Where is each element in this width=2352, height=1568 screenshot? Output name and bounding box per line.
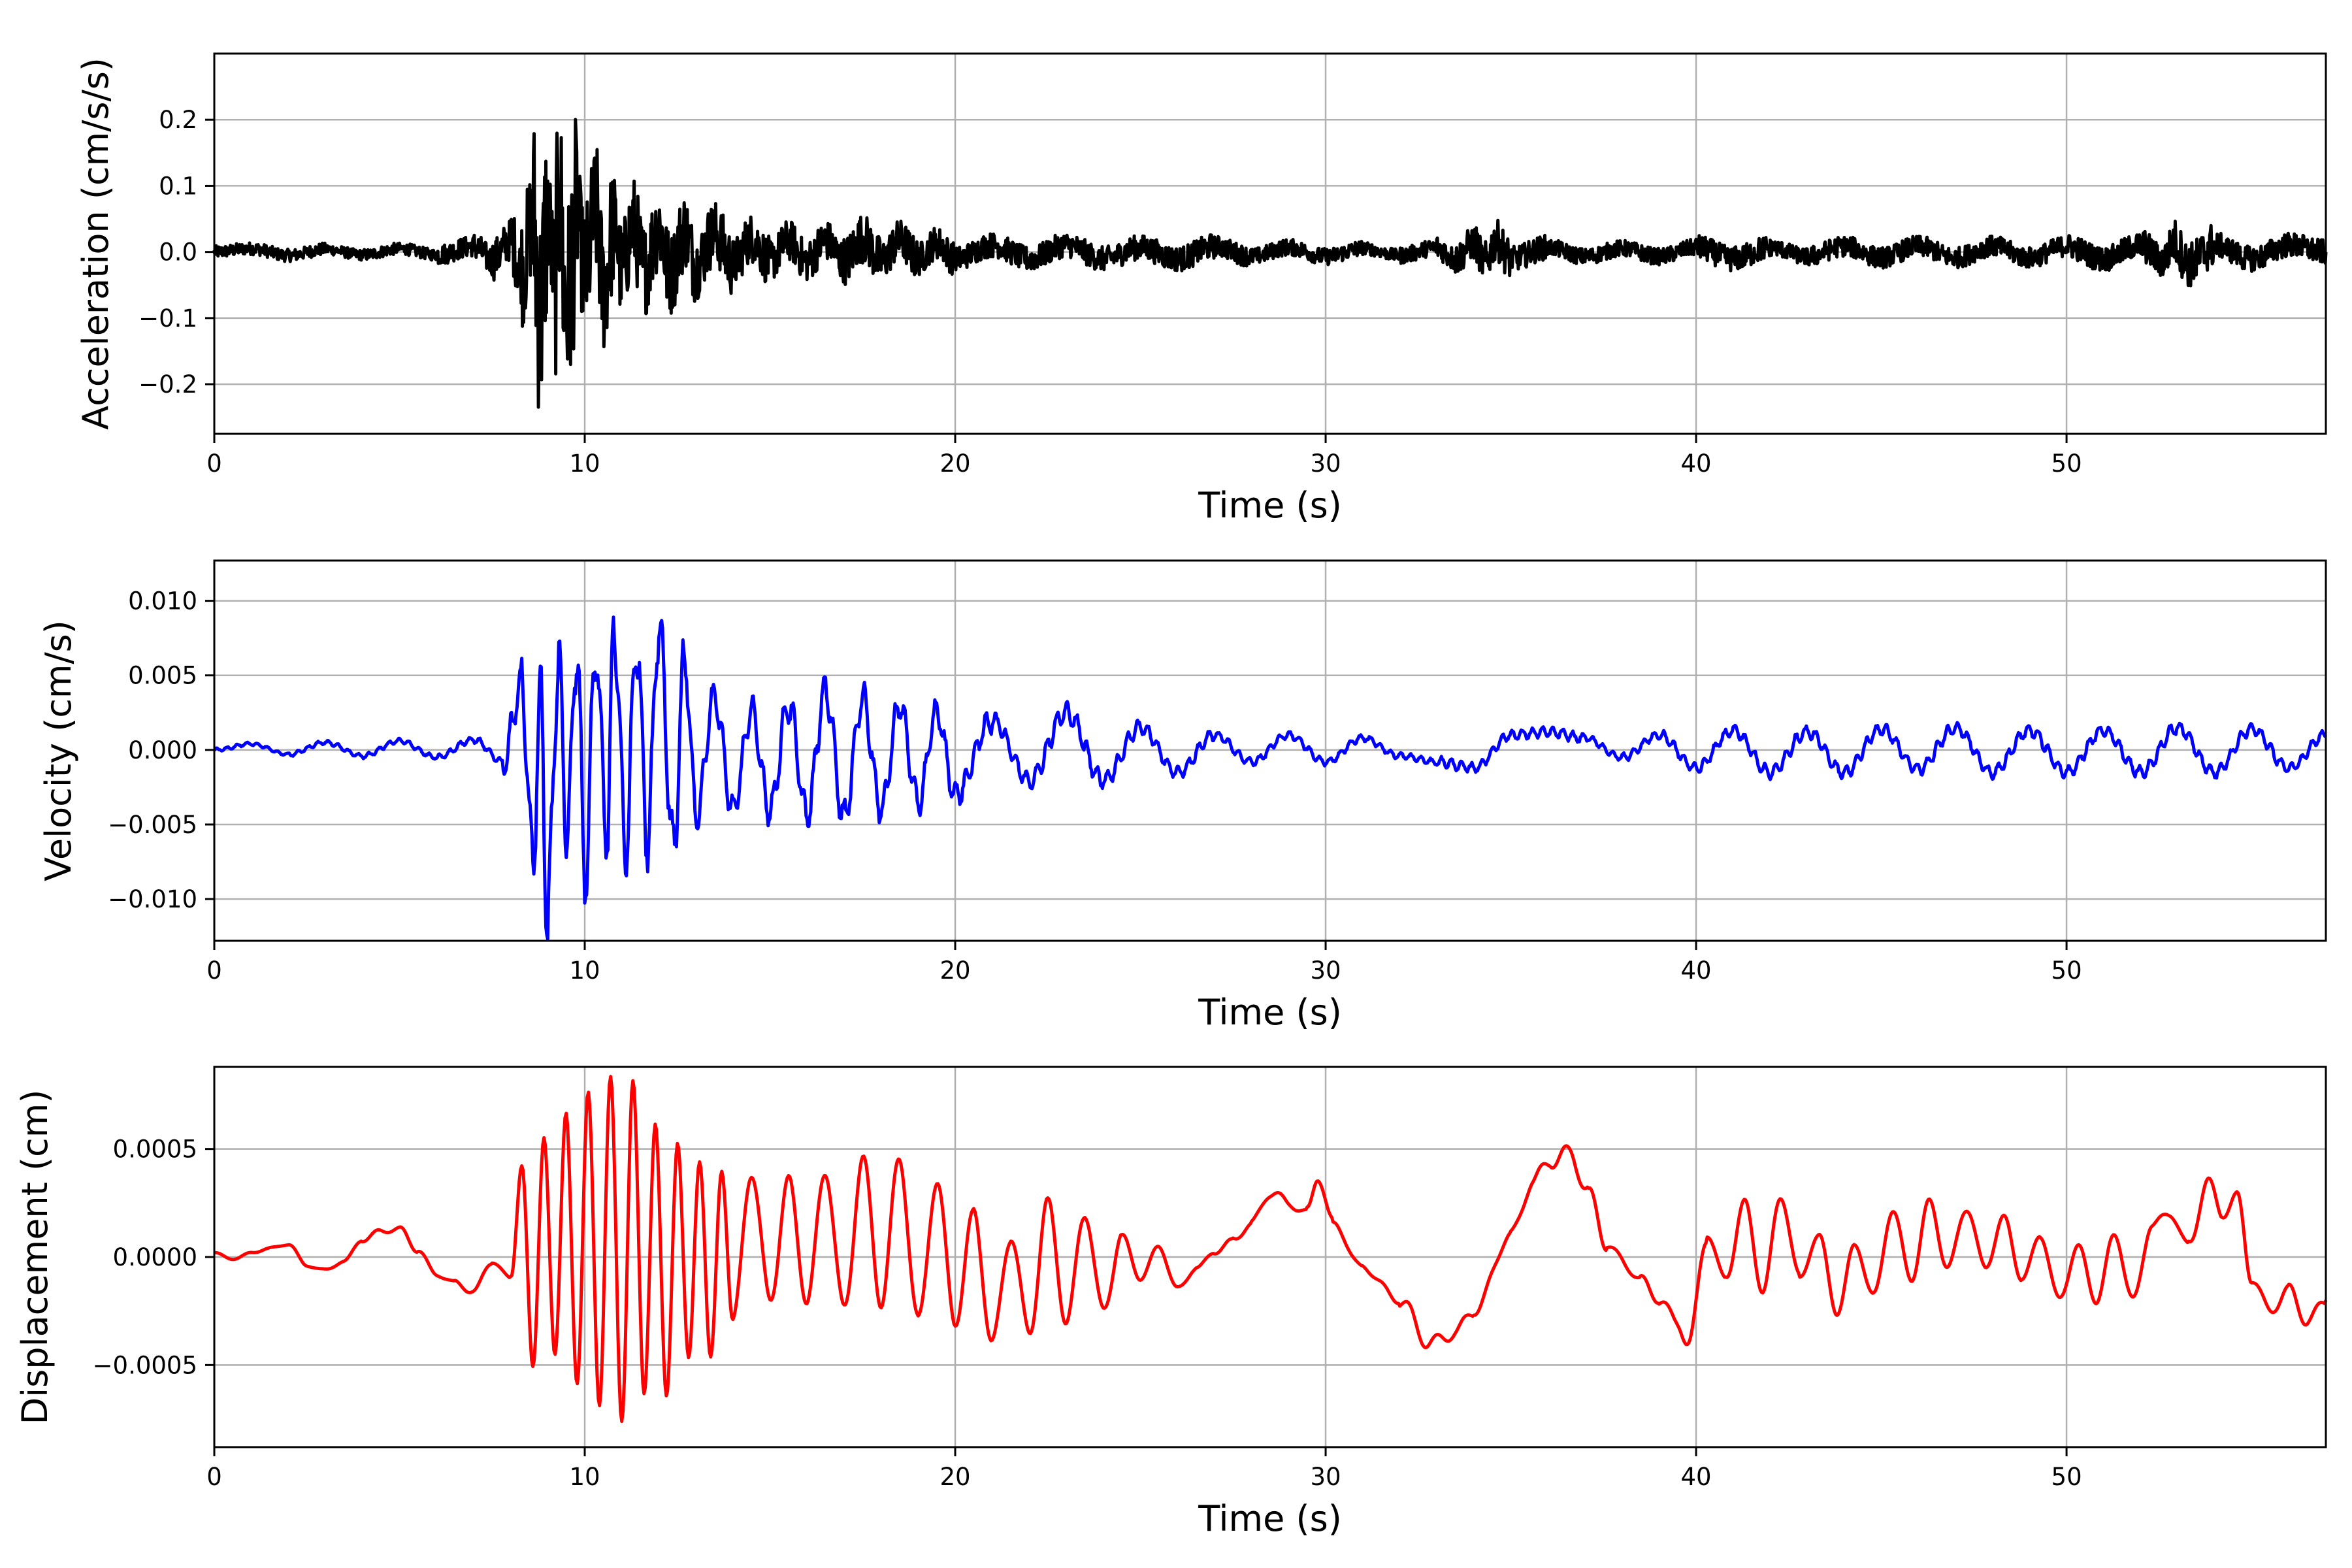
displacement-xtick-label: 40 — [1681, 1463, 1712, 1491]
displacement-xtick-label: 20 — [939, 1463, 970, 1491]
acceleration-series-line — [212, 118, 2328, 409]
displacement-series-line — [214, 1075, 2328, 1424]
displacement-ytick-label: 0.0000 — [113, 1243, 197, 1271]
velocity-series-line — [213, 615, 2328, 941]
displacement-ytick-label: 0.0005 — [113, 1135, 197, 1164]
velocity-xtick-label: 10 — [569, 956, 600, 985]
displacement-x-axis-label: Time (s) — [1198, 1498, 1342, 1539]
acceleration-panel: 0 10 20 30 40 50 −0.2 −0.1 0.0 0.1 0.2 Time (s) Acce… — [75, 52, 2328, 526]
acceleration-ytick-label: 0.0 — [159, 238, 197, 267]
velocity-ytick-label: 0.005 — [128, 662, 197, 690]
acceleration-ytick-label: 0.2 — [159, 106, 197, 134]
velocity-xtick-label: 0 — [206, 956, 222, 985]
velocity-xtick-label: 40 — [1681, 956, 1712, 985]
acceleration-ytick-label: −0.1 — [139, 304, 197, 333]
displacement-xtick-label: 30 — [1311, 1463, 1341, 1491]
acceleration-ytick-label: 0.1 — [159, 172, 197, 200]
acceleration-xtick-label: 50 — [2051, 449, 2082, 478]
velocity-y-axis-label: Velocity (cm/s) — [38, 620, 79, 881]
displacement-xtick-label: 50 — [2051, 1463, 2082, 1491]
acceleration-xtick-label: 30 — [1311, 449, 1341, 478]
velocity-x-axis-label: Time (s) — [1198, 992, 1342, 1033]
velocity-ytick-label: 0.010 — [128, 587, 197, 615]
acceleration-x-axis-label: Time (s) — [1198, 485, 1342, 526]
displacement-ytick-label: −0.0005 — [93, 1351, 197, 1379]
acceleration-xtick-label: 40 — [1681, 449, 1712, 478]
displacement-xtick-label: 0 — [206, 1463, 222, 1491]
velocity-ytick-label: −0.010 — [108, 885, 197, 913]
velocity-xtick-label: 20 — [939, 956, 970, 985]
acceleration-ytick-label: −0.2 — [139, 370, 197, 399]
acceleration-y-axis-label: Acceleration (cm/s/s) — [75, 57, 116, 430]
acceleration-xtick-label: 20 — [939, 449, 970, 478]
velocity-xtick-label: 50 — [2051, 956, 2082, 985]
acceleration-plot-frame — [213, 52, 2327, 435]
displacement-panel: 0 10 20 30 40 50 −0.0005 0.0000 0.0005 Time (s) Di… — [14, 1066, 2328, 1539]
velocity-xtick-label: 30 — [1311, 956, 1341, 985]
displacement-y-axis-label: Displacement (cm) — [14, 1090, 56, 1425]
acceleration-xtick-label: 10 — [569, 449, 600, 478]
displacement-xtick-label: 10 — [569, 1463, 600, 1491]
velocity-ytick-label: 0.000 — [128, 736, 197, 764]
velocity-ytick-label: −0.005 — [108, 811, 197, 839]
velocity-panel: 0 10 20 30 40 50 −0.010 −0.005 0.000 0.005 0.010 Ti… — [38, 559, 2328, 1033]
acceleration-xtick-label: 0 — [206, 449, 222, 478]
